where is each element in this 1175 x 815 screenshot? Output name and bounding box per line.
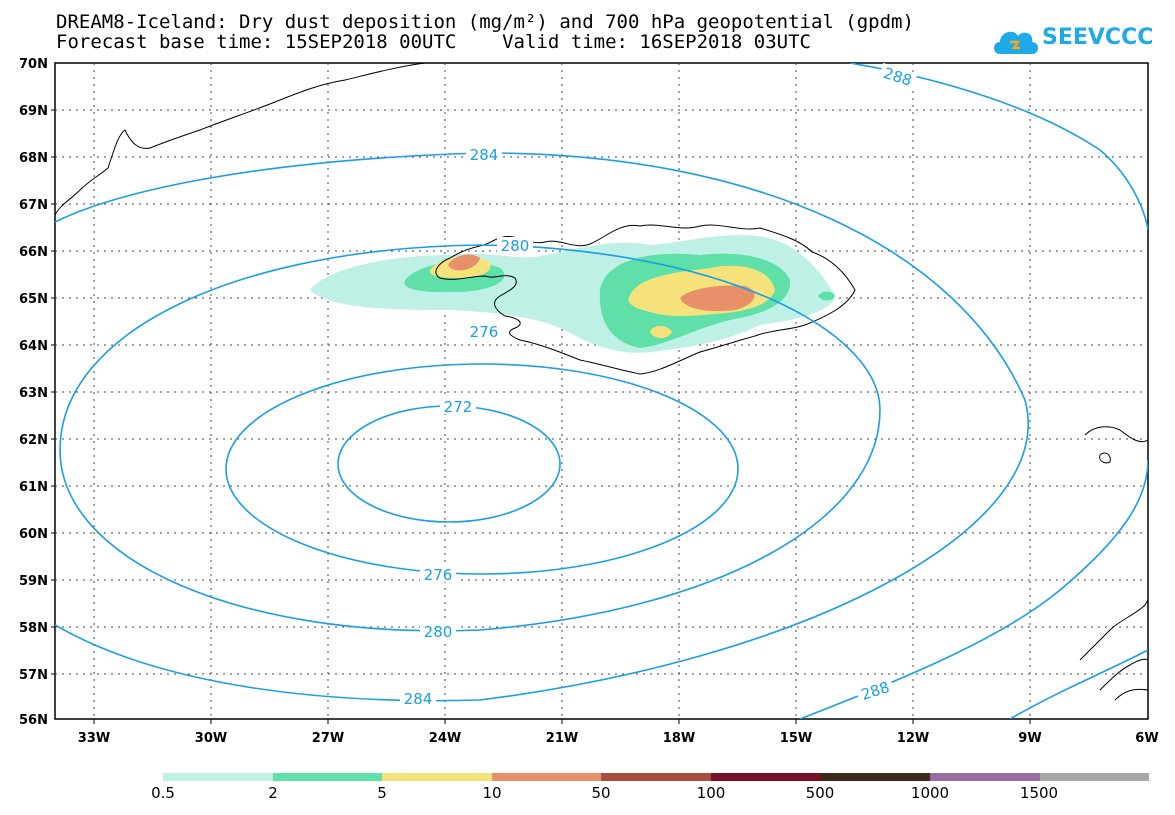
legend-swatch <box>710 773 821 781</box>
geopotential-contours <box>55 63 1148 719</box>
lat-label: 61N <box>19 480 48 495</box>
dust-deposition-field <box>310 234 835 353</box>
legend-label: 10 <box>482 784 502 802</box>
color-legend <box>163 773 1150 781</box>
lon-label: 27W <box>312 731 344 746</box>
legend-swatch <box>820 773 930 781</box>
lon-label: 24W <box>429 731 461 746</box>
legend-label: 50 <box>591 784 611 802</box>
legend-label: 1000 <box>910 784 950 802</box>
contour-label-276-top: 276 <box>470 323 499 341</box>
lat-label: 63N <box>19 386 48 401</box>
legend-swatch <box>601 773 711 781</box>
lat-label: 58N <box>19 621 48 636</box>
latitude-labels: 70N 69N 68N 67N 66N 65N 64N 63N 62N 61N … <box>19 57 48 728</box>
contour-label-280-bottom: 280 <box>424 623 453 641</box>
lon-label: 9W <box>1018 731 1041 746</box>
lat-label: 57N <box>19 668 48 683</box>
latitude-ticks <box>51 109 55 675</box>
seevccc-logo: SEEVCCC <box>990 20 1160 60</box>
contour-label-280-top: 280 <box>501 237 530 255</box>
lon-label: 12W <box>897 731 929 746</box>
lat-label: 67N <box>19 198 48 213</box>
lon-label: 21W <box>546 731 578 746</box>
contour-label-284-top: 284 <box>470 146 499 164</box>
legend-label: 2 <box>268 784 278 802</box>
legend-label: 1500 <box>1019 784 1059 802</box>
longitude-ticks <box>93 719 1031 724</box>
lat-label: 59N <box>19 574 48 589</box>
lat-label: 60N <box>19 527 48 542</box>
lat-label: 69N <box>19 104 48 119</box>
map-title: DREAM8-Iceland: Dry dust deposition (mg/… <box>56 11 914 33</box>
cloud-icon <box>994 31 1038 54</box>
map-subtitle: Forecast base time: 15SEP2018 00UTC Vali… <box>56 31 811 53</box>
contour-label-284-bottom: 284 <box>404 690 433 708</box>
legend-swatch <box>163 773 273 781</box>
lat-label: 70N <box>19 57 48 72</box>
lon-label: 33W <box>78 731 110 746</box>
lat-label: 68N <box>19 151 48 166</box>
logo-text: SEEVCCC <box>1042 25 1154 50</box>
lat-label: 66N <box>19 245 48 260</box>
lon-label: 6W <box>1135 731 1158 746</box>
contour-label-272: 272 <box>444 398 473 416</box>
legend-label: 500 <box>805 784 835 802</box>
coastlines <box>55 63 1148 701</box>
lon-label: 30W <box>195 731 227 746</box>
longitude-labels: 33W 30W 27W 24W 21W 18W 15W 12W 9W 6W <box>78 731 1159 746</box>
legend-swatch <box>929 773 1040 781</box>
legend-label: 0.5 <box>151 784 175 802</box>
lon-label: 18W <box>663 731 695 746</box>
lat-label: 64N <box>19 339 48 354</box>
legend-label: 100 <box>696 784 726 802</box>
legend-label: 5 <box>377 784 387 802</box>
lat-label: 62N <box>19 433 48 448</box>
lat-label: 56N <box>19 713 48 728</box>
legend-swatch <box>491 773 602 781</box>
contour-label-276-bottom: 276 <box>424 566 453 584</box>
legend-swatch <box>1039 773 1150 781</box>
lon-label: 15W <box>780 731 812 746</box>
legend-labels: 0.5 2 5 10 50 100 500 1000 1500 <box>0 784 1175 804</box>
plot-frame <box>54 62 1149 720</box>
legend-swatch <box>272 773 383 781</box>
legend-swatch <box>382 773 492 781</box>
lat-label: 65N <box>19 292 48 307</box>
